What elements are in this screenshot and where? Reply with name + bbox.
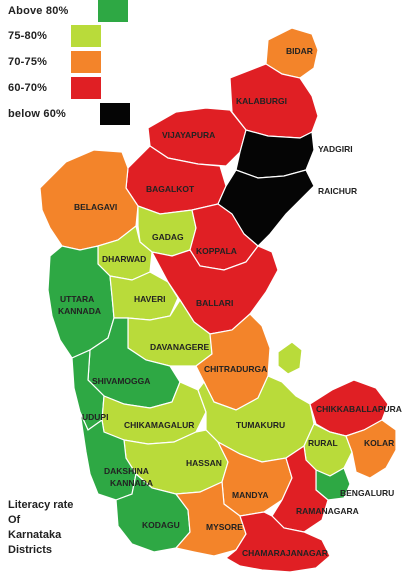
region-belagavi <box>39 149 139 251</box>
label-dakshina-kannada-1: DAKSHINA <box>104 466 149 476</box>
caption-line-3: Karnataka <box>8 529 62 541</box>
legend-swatch-70-75 <box>71 51 101 73</box>
legend-swatch-75-80 <box>71 25 101 47</box>
label-koppala: KOPPALA <box>196 246 237 256</box>
legend-swatch-60-70 <box>71 77 101 99</box>
label-ballari: BALLARI <box>196 298 234 308</box>
label-shivamogga: SHIVAMOGGA <box>92 376 151 386</box>
legend-label-60-70: 60-70% <box>8 82 48 94</box>
caption-line-1: Literacy rate <box>8 499 74 511</box>
label-kalaburgi: KALABURGI <box>236 96 287 106</box>
label-bagalkot: BAGALKOT <box>146 184 195 194</box>
region-ramanagara <box>271 444 329 533</box>
label-udupi: UDUPI <box>82 412 109 422</box>
label-dharwad: DHARWAD <box>102 254 147 264</box>
region-small-patch <box>277 341 303 375</box>
label-chitradurga: CHITRADURGA <box>204 364 268 374</box>
label-chikkaballapura: CHIKKABALLAPURA <box>316 404 402 414</box>
legend-label-above-80: Above 80% <box>8 5 69 17</box>
label-uttara-kannada-2: KANNADA <box>58 306 101 316</box>
label-mysore: MYSORE <box>206 522 243 532</box>
region-chamarajanagar <box>224 511 331 573</box>
label-kodagu: KODAGU <box>142 520 180 530</box>
region-kolar <box>345 419 397 479</box>
label-mandya: MANDYA <box>232 490 269 500</box>
label-bidar: BIDAR <box>286 46 313 56</box>
map-caption: Literacy rate Of Karnataka Districts <box>8 498 73 558</box>
label-uttara-kannada-1: UTTARA <box>60 294 95 304</box>
legend-swatch-above-80 <box>98 0 128 22</box>
legend-label-70-75: 70-75% <box>8 56 48 68</box>
label-vijayapura: VIJAYAPURA <box>162 130 216 140</box>
legend-swatch-below-60 <box>100 103 130 125</box>
label-raichur: RAICHUR <box>318 186 358 196</box>
caption-line-2: Of <box>8 514 21 526</box>
label-chikamagalur: CHIKAMAGALUR <box>124 420 195 430</box>
region-mandya <box>216 440 293 517</box>
caption-line-4: Districts <box>8 544 53 556</box>
region-ballari <box>150 245 279 335</box>
label-davanagere: DAVANAGERE <box>150 342 210 352</box>
legend-label-75-80: 75-80% <box>8 30 48 42</box>
label-haveri: HAVERI <box>134 294 166 304</box>
label-bengaluru: BENGALURU <box>340 488 395 498</box>
label-ramanagara: RAMANAGARA <box>296 506 359 516</box>
label-rural: RURAL <box>308 438 338 448</box>
label-dakshina-kannada-2: KANNADA <box>110 478 153 488</box>
label-kolar: KOLAR <box>364 438 395 448</box>
label-chamarajanagar: CHAMARAJANAGAR <box>242 548 328 558</box>
label-belagavi: BELAGAVI <box>74 202 118 212</box>
label-tumakuru: TUMAKURU <box>236 420 286 430</box>
label-yadgiri: YADGIRI <box>318 144 353 154</box>
legend-label-below-60: below 60% <box>8 108 67 120</box>
label-gadag: GADAG <box>152 232 184 242</box>
label-hassan: HASSAN <box>186 458 222 468</box>
